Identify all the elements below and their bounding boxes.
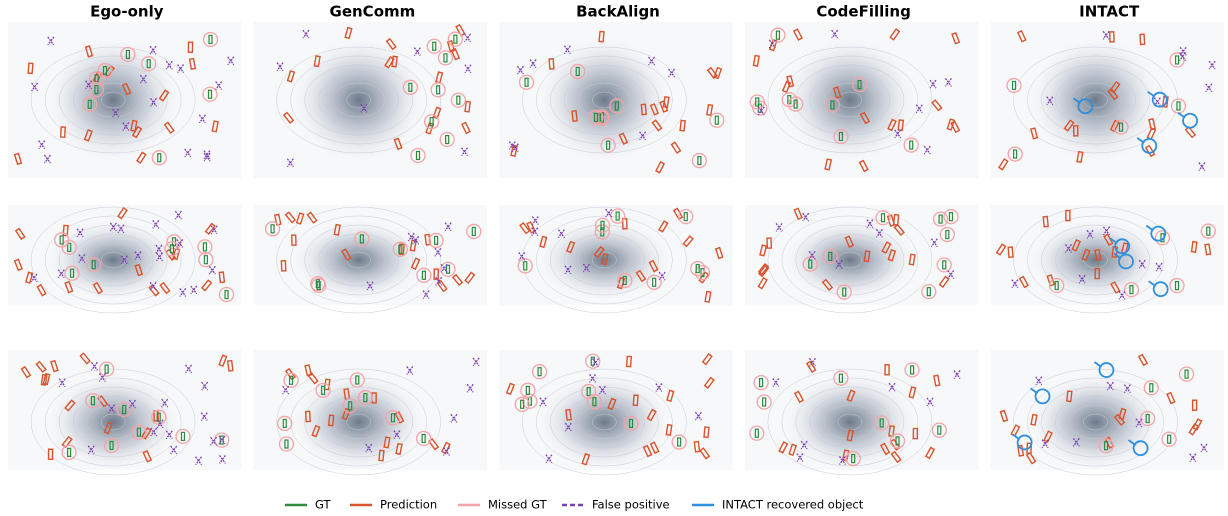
lidar-panel [254,22,488,178]
lidar-panel [254,205,488,313]
column-title: CodeFilling [816,3,910,21]
lidar-panel [254,350,488,475]
legend-label: Prediction [380,498,437,512]
legend: GT Prediction Missed GT False positive INTAC… [285,498,864,512]
lidar-panel [990,22,1224,178]
lidar-panel [8,22,242,178]
panels [8,22,1224,475]
column-title: Ego-only [90,3,164,21]
column-titles: Ego-only GenComm BackAlign CodeFilling INTAC… [90,3,1140,21]
legend-label: INTACT recovered object [722,498,864,512]
column-title: INTACT [1079,3,1140,21]
legend-label: False positive [592,498,670,512]
lidar-panel [8,350,242,475]
lidar-panel [499,350,733,475]
point-cloud [293,374,424,470]
point-cloud [785,374,916,470]
lidar-panel [745,350,979,475]
lidar-panel [499,22,733,178]
point-cloud [293,38,424,163]
point-cloud [539,38,670,163]
lidar-panel [745,205,979,313]
point-cloud [48,38,179,163]
column-title: GenComm [330,3,416,21]
legend-label: GT [315,498,332,512]
lidar-panel [990,350,1224,475]
lidar-panel [990,205,1224,313]
point-cloud [785,38,916,163]
lidar-panel [499,205,733,313]
column-title: BackAlign [576,3,660,21]
lidar-panel [8,205,242,313]
figure: Ego-only GenComm BackAlign CodeFilling INTAC… [0,0,1228,516]
legend-label: Missed GT [488,498,548,512]
lidar-panel [745,22,979,178]
